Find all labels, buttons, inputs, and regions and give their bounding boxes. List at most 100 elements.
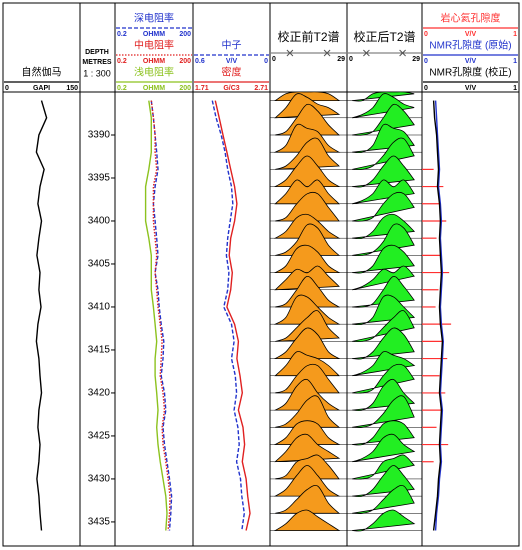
scale-max: 1 xyxy=(513,31,517,38)
t2-cutoff xyxy=(363,49,370,57)
t2-spectrum xyxy=(273,123,341,153)
t2-title: 校正前T2谱 xyxy=(277,29,339,44)
log-curve xyxy=(35,100,48,531)
scale-unit: OHMM xyxy=(143,31,165,38)
curve-name: 浅电阻率 xyxy=(134,66,174,79)
scale-unit: GAPI xyxy=(33,85,50,92)
t2-spectrum xyxy=(352,351,416,377)
log-curve xyxy=(150,100,171,531)
depth-unit: METRES xyxy=(82,59,112,66)
depth-tick-label: 3425 xyxy=(88,431,111,442)
depth-tick-label: 3395 xyxy=(88,173,111,184)
log-curve xyxy=(144,100,168,531)
t2-spectrum xyxy=(352,179,415,205)
t2-spectrum xyxy=(352,327,415,360)
scale-unit: G/C3 xyxy=(223,85,239,92)
scale-min: 0.2 xyxy=(117,58,127,65)
scale-unit: V/V xyxy=(465,85,477,92)
scale-max: 2.71 xyxy=(254,85,268,92)
depth-tick-label: 3405 xyxy=(88,259,111,270)
t2-spectrum xyxy=(273,420,341,445)
depth-tick-label: 3410 xyxy=(88,302,111,313)
t2-spectrum xyxy=(352,310,415,343)
log-curve xyxy=(214,100,251,531)
log-curve xyxy=(211,100,246,531)
t2-spectrum xyxy=(352,191,415,222)
scale-min: 0 xyxy=(424,31,428,38)
depth-tick-label: 3430 xyxy=(88,474,111,485)
t2-cutoff xyxy=(323,49,331,57)
t2-spectrum xyxy=(275,395,340,428)
t2-spectrum xyxy=(273,465,341,497)
depth-tick-label: 3420 xyxy=(88,388,111,399)
t2-spectrum xyxy=(275,191,340,222)
t2-scale-max: 29 xyxy=(337,56,345,63)
scale-min: 0 xyxy=(424,58,428,65)
t2-spectrum xyxy=(352,137,415,171)
t2-spectrum xyxy=(273,294,341,325)
t2-spectra xyxy=(347,91,422,532)
depth-scale: 1 : 300 xyxy=(83,68,111,78)
t2-spectrum xyxy=(352,275,415,308)
curve-name: NMR孔隙度 (原始) xyxy=(429,39,511,52)
scale-unit: V/V xyxy=(465,31,477,38)
t2-spectrum xyxy=(352,509,416,532)
t2-spectrum xyxy=(275,223,340,256)
t2-spectra xyxy=(270,91,347,531)
t2-spectrum xyxy=(273,244,341,273)
scale-min: 0.2 xyxy=(117,31,127,38)
depth-label: DEPTH xyxy=(85,49,109,56)
t2-spectrum xyxy=(275,310,340,342)
t2-title: 校正后T2谱 xyxy=(353,29,415,44)
t2-spectrum xyxy=(273,378,341,411)
curve-name: 中电阻率 xyxy=(134,39,174,52)
t2-spectrum xyxy=(274,433,341,463)
t2-spectrum xyxy=(275,484,340,514)
scale-unit: V/V xyxy=(226,58,238,65)
log-curve xyxy=(150,100,173,531)
depth-tick-label: 3390 xyxy=(88,130,111,141)
depth-tick-label: 3400 xyxy=(88,216,111,227)
t2-spectrum xyxy=(273,327,341,359)
t2-scale-min: 0 xyxy=(272,56,276,63)
scale-min: 0 xyxy=(5,85,9,92)
t2-spectrum xyxy=(352,363,415,394)
curve-name: 密度 xyxy=(222,66,242,79)
t2-spectrum xyxy=(352,265,415,291)
curve-name: 深电阻率 xyxy=(134,12,174,25)
scale-min: 1.71 xyxy=(195,85,209,92)
scale-max: 200 xyxy=(179,85,191,92)
t2-spectrum xyxy=(352,484,415,514)
t2-cutoff xyxy=(399,49,406,57)
scale-max: 1 xyxy=(513,85,517,92)
t2-spectrum xyxy=(274,351,340,377)
depth-tick-label: 3415 xyxy=(88,345,111,356)
scale-min: 0.2 xyxy=(117,85,127,92)
depth-tick-label: 3435 xyxy=(88,517,111,528)
scale-max: 1 xyxy=(513,58,517,65)
log-curve xyxy=(432,100,444,531)
t2-spectrum xyxy=(275,137,340,170)
t2-spectrum xyxy=(274,179,340,205)
curve-name: NMR孔隙度 (校正) xyxy=(429,66,511,79)
scale-max: 150 xyxy=(66,85,78,92)
scale-min: 0 xyxy=(424,85,428,92)
scale-unit: V/V xyxy=(465,58,477,65)
t2-spectrum xyxy=(352,395,415,428)
t2-spectrum xyxy=(273,155,341,187)
t2-spectrum xyxy=(352,244,415,274)
scale-max: 200 xyxy=(179,58,191,65)
scale-min: 0.6 xyxy=(195,58,205,65)
t2-spectrum xyxy=(273,91,341,101)
scale-unit: OHMM xyxy=(143,58,165,65)
t2-spectrum xyxy=(352,155,415,188)
t2-spectrum xyxy=(275,363,340,394)
curve-name: 岩心氦孔隙度 xyxy=(441,12,501,25)
scale-max: 0 xyxy=(264,58,268,65)
t2-spectrum xyxy=(352,93,415,119)
t2-spectrum xyxy=(275,103,340,136)
t2-spectrum xyxy=(352,103,415,136)
t2-spectrum xyxy=(273,509,341,531)
